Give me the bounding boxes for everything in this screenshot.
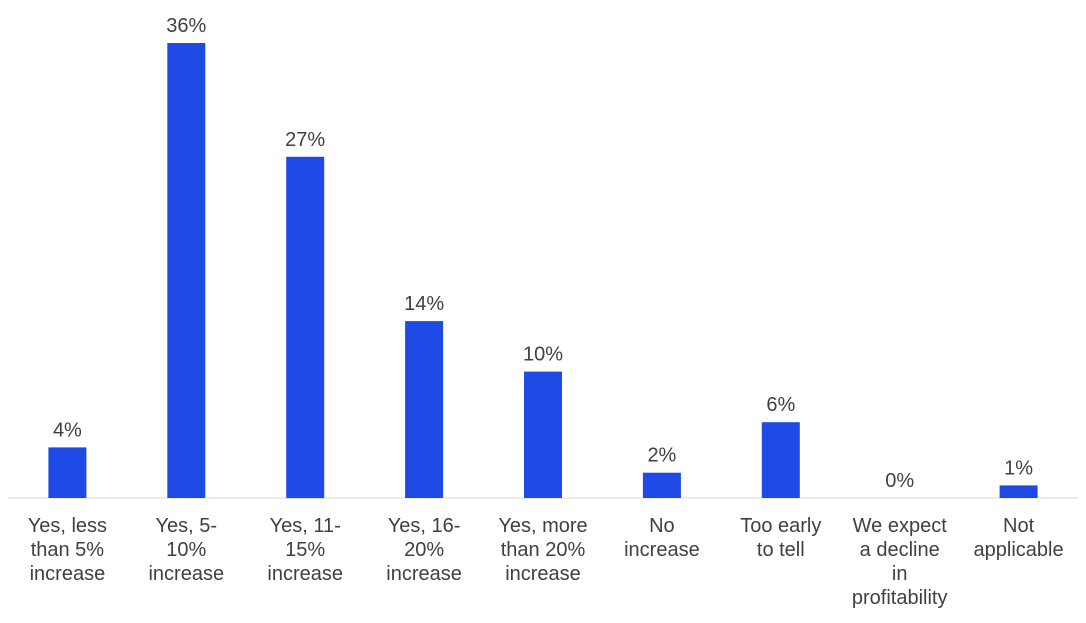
category-label: Yes, less than 5% increase bbox=[28, 515, 107, 585]
category-label-line: 20% bbox=[404, 539, 444, 561]
category-label: Not applicable bbox=[974, 515, 1064, 561]
category-label-line: increase bbox=[267, 563, 343, 585]
category-label-line: Not bbox=[1003, 515, 1035, 537]
category-label-line: applicable bbox=[974, 539, 1064, 561]
category-label-line: Yes, 11- bbox=[270, 515, 341, 537]
data-label: 10% bbox=[523, 344, 563, 366]
bar bbox=[524, 371, 562, 498]
category-label-line: No bbox=[649, 515, 675, 537]
category-label: Yes, more than 20% increase bbox=[498, 515, 587, 585]
category-label-line: We expect bbox=[853, 515, 948, 537]
category-label: Yes, 16-20% increase bbox=[386, 515, 462, 585]
category-label: We expect a decline in profitability bbox=[852, 515, 948, 609]
data-label: 14% bbox=[404, 293, 444, 315]
category-label-line: Too early bbox=[740, 515, 821, 537]
data-labels-group: 4% 36% 27% 14% 10% 2% 6% 0% 1% bbox=[53, 15, 1033, 492]
category-label-line: Yes, more bbox=[498, 515, 587, 537]
category-label-line: increase bbox=[386, 563, 462, 585]
data-label: 0% bbox=[885, 470, 914, 492]
category-label-line: increase bbox=[30, 563, 106, 585]
category-label-line: Yes, less bbox=[28, 515, 107, 537]
category-label-line: increase bbox=[624, 539, 700, 561]
category-label-line: Yes, 5- bbox=[156, 515, 218, 537]
category-label-line: profitability bbox=[852, 587, 948, 609]
data-label: 2% bbox=[647, 445, 676, 467]
category-label-line: 15% bbox=[285, 539, 325, 561]
category-label: No increase bbox=[624, 515, 700, 561]
data-label: 1% bbox=[1004, 457, 1033, 479]
bar bbox=[167, 43, 206, 498]
category-label-line: Yes, 16- bbox=[388, 515, 461, 537]
data-label: 6% bbox=[766, 394, 795, 416]
category-label-line: increase bbox=[148, 563, 224, 585]
bar bbox=[642, 472, 681, 498]
category-label-line: than 20% bbox=[501, 539, 586, 561]
data-label: 27% bbox=[285, 129, 325, 151]
category-label-line: increase bbox=[505, 563, 581, 585]
category-label-line: in bbox=[892, 563, 908, 585]
bar bbox=[761, 422, 800, 498]
category-label-line: a decline bbox=[860, 539, 940, 561]
category-label: Yes, 5-10% increase bbox=[148, 515, 224, 585]
category-label-line: to tell bbox=[757, 539, 805, 561]
bars-group bbox=[48, 43, 1038, 499]
category-label: Yes, 11-15% increase bbox=[267, 515, 343, 585]
bar bbox=[48, 447, 87, 498]
bar bbox=[999, 485, 1038, 498]
category-label-line: than 5% bbox=[31, 539, 105, 561]
bar bbox=[405, 321, 444, 498]
category-label: Too early to tell bbox=[740, 515, 821, 561]
bar bbox=[286, 156, 325, 499]
data-label: 36% bbox=[166, 15, 206, 37]
category-label-line: 10% bbox=[166, 539, 206, 561]
data-label: 4% bbox=[53, 419, 82, 441]
